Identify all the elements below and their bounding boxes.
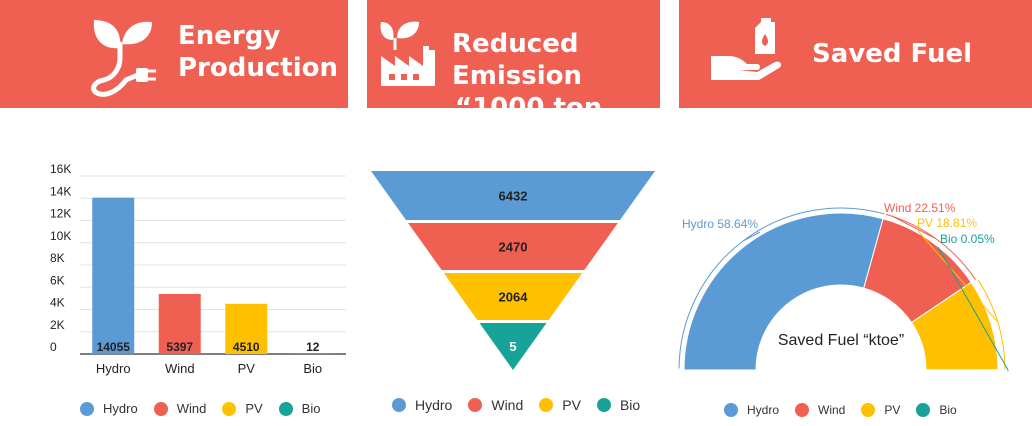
legend-label: Hydro <box>415 397 453 413</box>
y-tick-label: 16K <box>50 162 71 176</box>
legend-item-wind: Wind <box>153 401 207 416</box>
legend-item-bio: Bio <box>596 397 641 413</box>
legend-label: Bio <box>939 403 957 417</box>
y-tick-label: 14K <box>50 184 71 198</box>
funnel-value-label: 2470 <box>499 240 528 255</box>
x-tick-label: PV <box>238 361 256 376</box>
banner-title-line: Reduced Emission <box>452 29 582 91</box>
banner-title-line: Production <box>178 53 338 83</box>
legend-item-pv: PV <box>539 397 581 413</box>
legend-label: Bio <box>619 397 641 413</box>
x-tick-label: Wind <box>165 361 195 376</box>
legend-swatch <box>222 401 237 416</box>
legend-swatch <box>861 403 876 417</box>
bar-value-label: 14055 <box>97 340 131 354</box>
legend-label: Wind <box>176 401 207 416</box>
funnel-segment-bio <box>479 323 547 370</box>
legend-label: Wind <box>491 397 524 413</box>
y-tick-label: 2K <box>50 318 65 332</box>
donut-center-label: Saved Fuel “ktoe” <box>778 332 904 349</box>
funnel-segment-wind <box>408 223 618 270</box>
bar-hydro <box>92 197 135 354</box>
legend-item-hydro: Hydro <box>80 401 138 416</box>
legend-item-wind: Wind <box>795 403 845 417</box>
legend-swatch <box>153 401 168 416</box>
saved-fuel-semi-donut-chart: Hydro 58.64% Wind 22.51%PV 18.81% Bio 0.05… <box>678 201 1009 372</box>
bar-wind <box>158 293 201 354</box>
legend-item-pv: PV <box>222 401 263 416</box>
bar-chart-legend: Hydro Wind PV Bio <box>80 401 336 416</box>
legend-label: PV <box>562 397 581 413</box>
donut-data-label: Hydro 58.64% <box>682 217 758 231</box>
funnel-segment-hydro <box>371 171 655 220</box>
funnel-value-label: 5 <box>509 339 516 354</box>
factory-leaf-icon <box>380 21 435 86</box>
legend-item-bio: Bio <box>278 401 321 416</box>
energy-production-banner: Energy Production <box>0 0 348 108</box>
donut-bracket-pv <box>977 279 1006 370</box>
funnel-chart-legend: Hydro Wind PV Bio <box>392 397 656 413</box>
donut-leader-line <box>742 231 761 242</box>
legend-swatch <box>468 398 483 412</box>
legend-label: Hydro <box>747 403 780 417</box>
donut-leader-line <box>937 246 1009 371</box>
y-tick-label: 10K <box>50 229 71 243</box>
bar-value-label: 4510 <box>233 340 260 354</box>
donut-data-label: Wind 22.51% <box>884 201 956 215</box>
reduced-emission-funnel-chart: 6432 2470 2064 5 <box>371 171 655 370</box>
donut-chart-legend: Hydro Wind PV Bio <box>724 403 973 417</box>
y-tick-label: 4K <box>50 296 65 310</box>
donut-slice-hydro <box>683 212 884 371</box>
x-tick-label: Hydro <box>96 361 131 376</box>
donut-leader-line <box>917 230 999 323</box>
legend-swatch <box>916 403 931 417</box>
funnel-value-label: 6432 <box>499 189 528 204</box>
donut-leader-line <box>891 215 937 240</box>
y-tick-label: 8K <box>50 251 65 265</box>
reduced-emission-banner: Reduced Emission “1000 ton CO2” <box>367 0 660 155</box>
y-tick-label: 12K <box>50 207 71 221</box>
legend-label: Wind <box>818 403 846 417</box>
banner-title-line: Saved Fuel <box>812 39 973 69</box>
legend-swatch <box>724 403 738 417</box>
legend-label: PV <box>245 401 263 416</box>
legend-swatch <box>392 398 406 412</box>
legend-swatch <box>539 398 554 412</box>
legend-item-hydro: Hydro <box>392 397 452 413</box>
funnel-value-label: 2064 <box>499 290 529 305</box>
funnel-segment-pv <box>443 273 583 320</box>
legend-swatch <box>795 403 810 417</box>
legend-label: PV <box>884 403 901 417</box>
y-tick-label: 6K <box>50 273 65 287</box>
saved-fuel-banner: Saved Fuel <box>679 0 1032 108</box>
plant-plug-icon <box>91 20 156 97</box>
legend-item-hydro: Hydro <box>724 403 779 417</box>
bar-value-label: 12 <box>306 340 320 354</box>
x-tick-label: Bio <box>303 361 322 376</box>
bar-value-label: 5397 <box>166 340 193 354</box>
donut-data-label: PV 18.81% <box>917 216 977 230</box>
legend-swatch <box>80 401 94 416</box>
hand-fuel-can-icon <box>711 18 782 80</box>
banner-title-line: “1000 ton CO2” <box>455 93 603 155</box>
donut-bracket-wind <box>885 213 976 280</box>
y-tick-label: 0 <box>50 340 57 354</box>
energy-production-bar-chart: 0 2K 4K 6K 8K 10K 12K 14K 16K 14055 Hydro 5397 Wind 4… <box>50 162 346 376</box>
donut-data-label: Bio 0.05% <box>940 232 995 246</box>
banner-title-line: Energy <box>178 21 281 51</box>
legend-swatch <box>278 401 293 416</box>
bar-pv <box>225 303 268 354</box>
legend-label: Bio <box>301 401 321 416</box>
legend-item-bio: Bio <box>916 403 957 417</box>
legend-item-wind: Wind <box>468 397 523 413</box>
legend-item-pv: PV <box>861 403 900 417</box>
legend-swatch <box>596 398 611 412</box>
legend-label: Hydro <box>103 401 138 416</box>
